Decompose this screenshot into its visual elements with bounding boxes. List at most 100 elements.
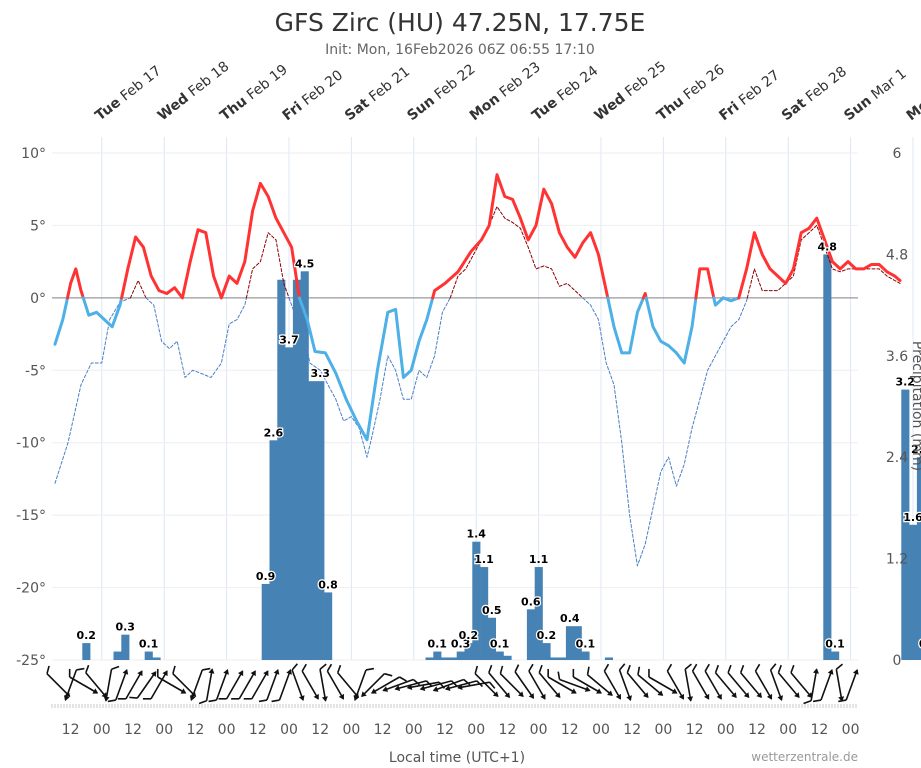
wind-barb-shaft (637, 674, 663, 696)
wind-barb-shaft (499, 673, 524, 697)
svg-text:Fri Feb 27: Fri Feb 27 (716, 67, 783, 124)
wind-barb-shaft (820, 669, 833, 701)
wind-barb-head (103, 696, 110, 702)
precip-bar (565, 626, 574, 660)
wind-barb (129, 671, 157, 699)
precip-bar (152, 657, 161, 660)
precip-bar (425, 657, 434, 660)
wind-barb-flag (463, 678, 471, 686)
svg-text:Fri Feb 20: Fri Feb 20 (280, 67, 347, 124)
dewpoint-line-segment (582, 297, 748, 567)
precip-bar (573, 626, 582, 660)
time-tick-label: 00 (218, 722, 236, 738)
time-tick-label: 12 (374, 722, 392, 738)
right-axis-label: Precipitation (mm) (909, 341, 921, 471)
wind-barb (474, 665, 499, 698)
wind-barb (586, 666, 613, 696)
wind-barb (838, 669, 859, 703)
wind-barb-flag (547, 668, 549, 678)
date-label-date: Feb 28 (799, 64, 849, 108)
wind-barb-flag (691, 663, 698, 672)
date-label-date: Feb 22 (428, 61, 478, 105)
svg-text:Tue Feb 17: Tue Feb 17 (92, 63, 164, 124)
wind-barb-head (678, 693, 684, 700)
wind-barb (103, 665, 120, 702)
wind-barb-shaft (684, 669, 692, 701)
wind-barb (538, 664, 561, 699)
wind-barb (684, 663, 694, 702)
date-label-date: Feb 20 (296, 67, 346, 111)
precip-bar (144, 651, 153, 660)
right-tick-label: 1.2 (886, 552, 908, 568)
wind-barb-flag (499, 665, 504, 674)
wind-barb-shaft (603, 670, 622, 700)
svg-text:Mon Mar 2: Mon Mar 2 (904, 64, 921, 124)
wind-barb-flag (704, 663, 710, 672)
wind-barb-shaft (474, 673, 499, 697)
dewpoint-line-segment (129, 280, 147, 299)
precip-value-label: 2.4 (911, 443, 921, 456)
right-axis-ticks: 6 4.8 3.6 2.4 1.2 0 (886, 146, 908, 669)
wind-barb-flag (68, 668, 71, 678)
precip-value-label: 0.4 (560, 612, 580, 625)
precip-value-label: 0.8 (318, 578, 338, 591)
precip-bar (277, 279, 286, 660)
wind-barb-flag (618, 663, 626, 671)
time-tick-label: 00 (93, 722, 111, 738)
wind-barb-head (643, 692, 649, 699)
dewpoint-line-segment (288, 297, 451, 458)
wind-barb-flag (586, 666, 590, 675)
wind-barb-shaft (157, 676, 186, 694)
wind-barb-flag (777, 664, 782, 674)
precip-bar (823, 254, 832, 660)
precip-bar (542, 643, 551, 660)
wind-barb-flag (803, 700, 812, 705)
temperature-line-segment (641, 292, 648, 300)
precip-bar (269, 440, 278, 660)
wind-barb (189, 667, 211, 701)
wind-barb-flag (142, 698, 152, 700)
wind-barb-flag (714, 664, 720, 674)
temperature-line-segment (737, 216, 902, 300)
precip-bar (441, 657, 450, 660)
date-label: Fri Feb 20 (280, 67, 347, 124)
wind-barb-flag (198, 700, 207, 705)
precip-bar (324, 592, 333, 660)
wind-barb-flag (319, 663, 327, 670)
temperature-lines (53, 173, 902, 567)
wind-barb (301, 663, 319, 700)
wind-barb-flag (107, 699, 116, 703)
wind-barb-head (122, 669, 129, 675)
wind-barb-shaft (587, 674, 613, 696)
wind-barb (291, 663, 305, 701)
precipitation-labels: 0.20.30.10.92.63.74.53.30.80.1 0.30.21.41… (75, 239, 921, 652)
wind-barb-flag (208, 699, 217, 703)
wind-barb-flag (399, 676, 407, 682)
wind-barb-flag (626, 664, 631, 674)
precip-bar (909, 524, 918, 660)
time-tick-label: 00 (280, 722, 298, 738)
wind-barb (107, 669, 129, 703)
right-tick-label: 0 (893, 653, 902, 669)
wind-barb-head (321, 696, 328, 702)
right-tick-label: 6 (893, 146, 902, 162)
time-tick-label: 12 (623, 722, 641, 738)
wind-barb-shaft (115, 669, 128, 701)
wind-barb-flag (488, 664, 493, 674)
wind-barb-head (743, 692, 750, 699)
wind-barb-shaft (238, 670, 256, 700)
left-tick-label: -10° (16, 436, 46, 452)
wind-barb (528, 663, 546, 700)
wind-barb-shaft (648, 676, 678, 694)
wind-barb-shaft (618, 669, 632, 701)
temperature-line-segment (53, 296, 69, 346)
wind-barb-head (457, 684, 463, 691)
temperature-line-segment (606, 296, 645, 355)
wind-barb-flag (156, 668, 159, 678)
wind-barb-flag (489, 681, 496, 689)
precip-value-label: 0.2 (537, 629, 557, 642)
wind-barb-head (162, 670, 168, 677)
wind-barb-flag (46, 665, 50, 674)
time-tick-label: 12 (810, 722, 828, 738)
dewpoint-line-segment (746, 224, 901, 299)
